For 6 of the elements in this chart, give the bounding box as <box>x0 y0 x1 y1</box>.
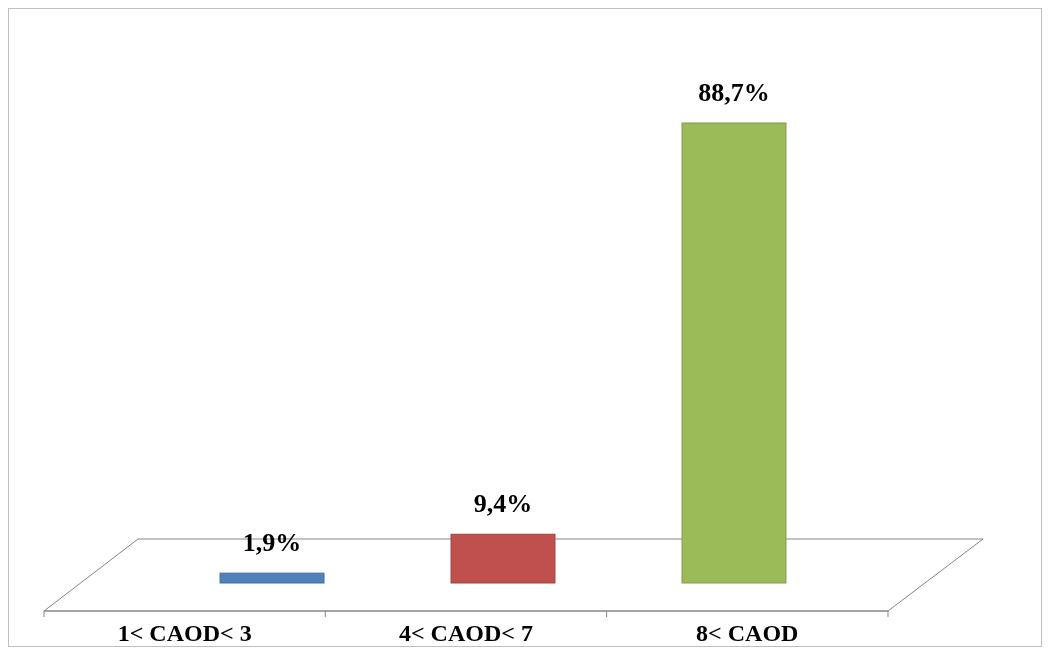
x-tick-label: 1< CAOD< 3 <box>117 620 252 646</box>
data-label: 1,9% <box>242 528 302 558</box>
data-label: 9,4% <box>473 489 533 519</box>
x-tick-label: 4< CAOD< 7 <box>398 620 533 646</box>
x-tick-label: 8< CAOD <box>696 620 799 646</box>
data-label: 88,7% <box>698 78 770 107</box>
